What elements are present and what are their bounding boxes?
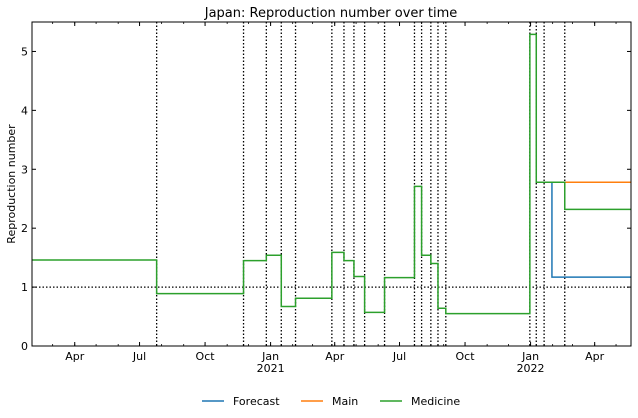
x-tick-label-5: Jul [392, 350, 406, 363]
y-tick-label-4: 4 [21, 104, 28, 117]
x-tick-label-1: Jul [132, 350, 146, 363]
x-tick-label-7: Jan [521, 350, 539, 363]
x-tick-label-6: Oct [456, 350, 476, 363]
x-tick-label-4: Apr [325, 350, 345, 363]
y-tick-label-5: 5 [21, 45, 28, 58]
series-line-medicine [32, 33, 631, 315]
legend-label-forecast: Forecast [233, 395, 280, 408]
x-tick-label-8: Apr [585, 350, 605, 363]
axes-frame [31, 21, 632, 347]
y-tick-label-3: 3 [21, 163, 28, 176]
x-tick-label-3: Jan [261, 350, 279, 363]
legend: Forecast Main Medicine [202, 395, 460, 408]
y-tick-label-0: 0 [21, 340, 28, 353]
x-tick-label-0: Apr [65, 350, 85, 363]
chart-title: Japan: Reproduction number over time [204, 6, 458, 21]
series-line-forecast [544, 181, 631, 278]
y-tick-label-1: 1 [21, 281, 28, 294]
legend-label-medicine: Medicine [411, 395, 460, 408]
x-tick-label-2: Oct [196, 350, 216, 363]
legend-label-main: Main [332, 395, 358, 408]
y-tick-label-2: 2 [21, 222, 28, 235]
y-axis-label: Reproduction number [5, 124, 18, 244]
x-tick-year-label-7: 2022 [517, 362, 545, 375]
x-tick-year-label-3: 2021 [257, 362, 285, 375]
